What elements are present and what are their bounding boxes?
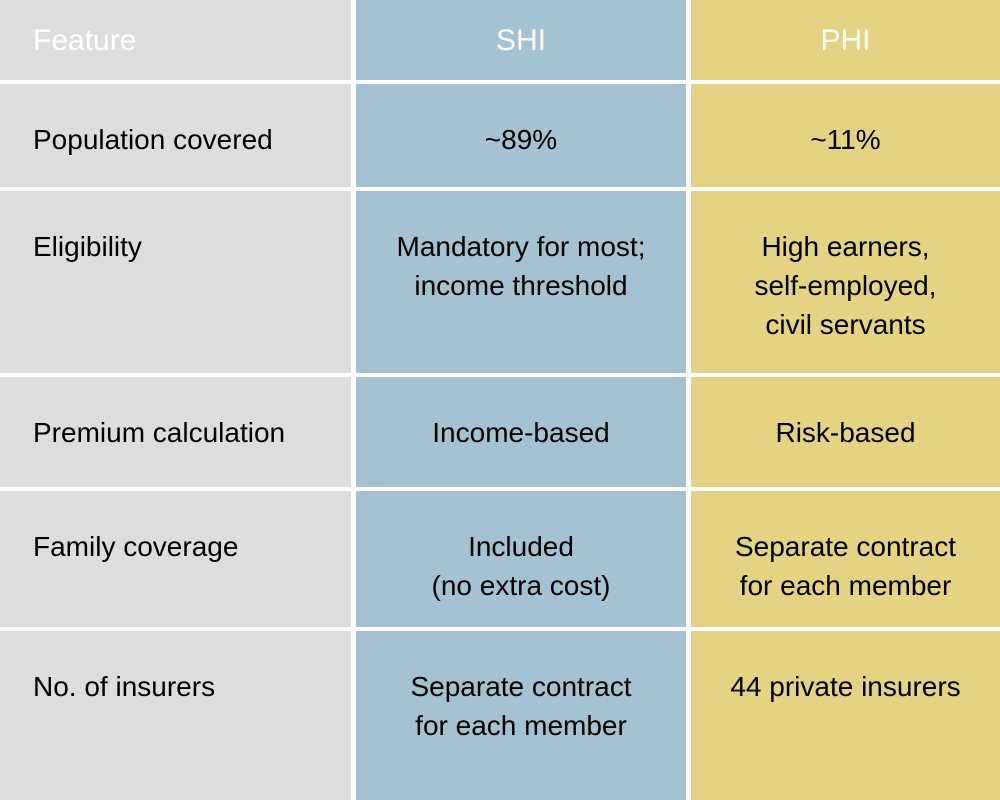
column-header-shi: SHI (356, 0, 686, 80)
row-population-phi-cell: ~11% (691, 84, 1000, 187)
row-eligibility-feature-cell: Eligibility (0, 191, 351, 373)
row-eligibility-shi-cell: Mandatory for most; income threshold (356, 191, 686, 373)
column-header-phi: PHI (691, 0, 1000, 80)
row-population-feature-cell: Population covered (0, 84, 351, 187)
row-premium-phi-cell: Risk-based (691, 377, 1000, 487)
row-insurers-phi-cell: 44 private insurers (691, 631, 1000, 800)
column-header-feature: Feature (0, 0, 351, 80)
row-premium-shi-cell: Income-based (356, 377, 686, 487)
row-population-shi-cell: ~89% (356, 84, 686, 187)
row-family-phi-cell: Separate contract for each member (691, 491, 1000, 627)
row-insurers-shi-cell: Separate contract for each member (356, 631, 686, 800)
row-family-feature-cell: Family coverage (0, 491, 351, 627)
row-family-shi-cell: Included (no extra cost) (356, 491, 686, 627)
row-insurers-feature-cell: No. of insurers (0, 631, 351, 800)
row-eligibility-phi-cell: High earners, self-employed, civil serva… (691, 191, 1000, 373)
row-premium-feature-cell: Premium calculation (0, 377, 351, 487)
